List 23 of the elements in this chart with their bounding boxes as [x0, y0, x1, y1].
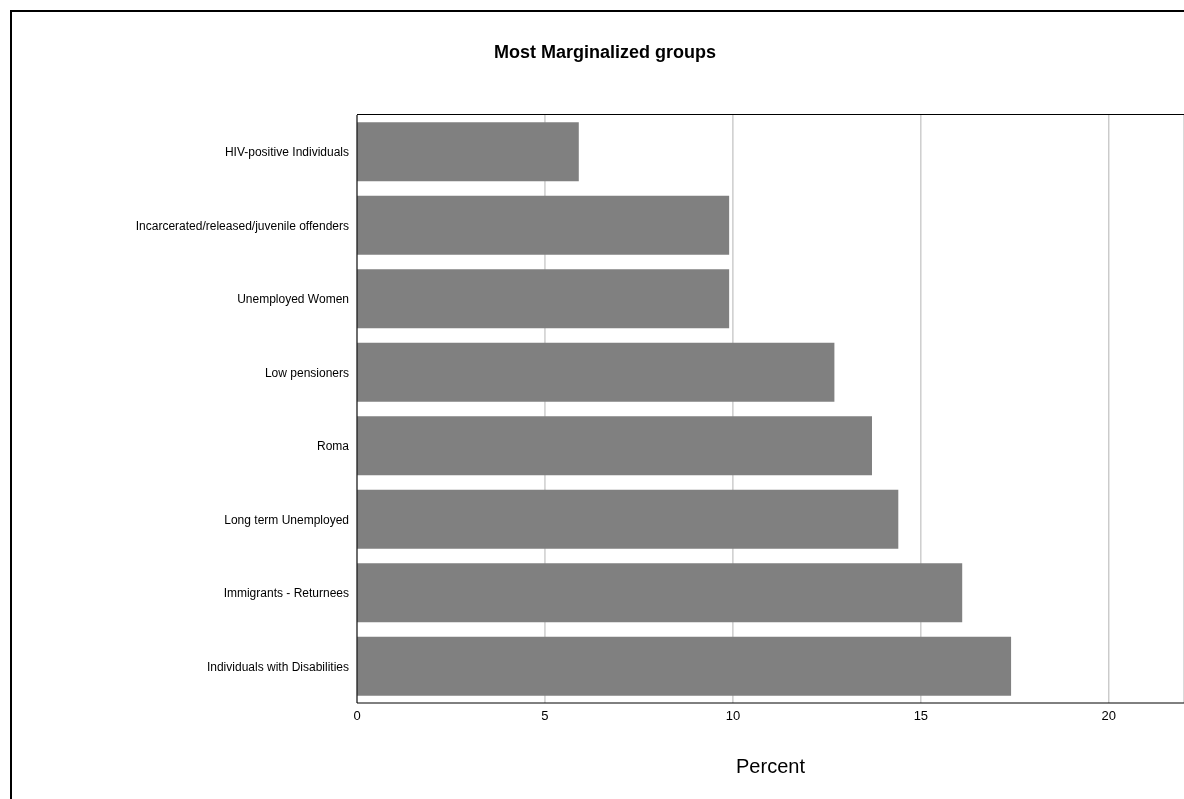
x-axis-title: Percent	[736, 755, 806, 777]
bar	[357, 563, 963, 623]
bar	[357, 269, 730, 329]
y-tick-label: Immigrants - Returnees	[223, 586, 349, 601]
y-tick-label: Incarcerated/released/juvenile offenders	[135, 218, 349, 233]
y-tick-label: Long term Unemployed	[224, 512, 349, 527]
bar	[357, 122, 579, 182]
bar	[357, 489, 899, 549]
y-tick-label: Unemployed Women	[237, 292, 349, 307]
bar	[357, 342, 835, 402]
y-tick-label: Individuals with Disabilities	[206, 659, 349, 674]
chart-title: Most Marginalized groups	[493, 42, 717, 63]
bar	[357, 636, 1012, 696]
x-tick-label: 0	[353, 708, 361, 724]
y-tick-label: HIV-positive Individuals	[224, 145, 349, 160]
x-tick-label: 10	[725, 708, 741, 724]
x-tick-label: 15	[913, 708, 929, 724]
x-tick-label: 20	[1101, 708, 1117, 724]
bar	[357, 195, 730, 255]
x-tick-label: 5	[541, 708, 549, 724]
y-tick-label: Low pensioners	[264, 365, 349, 380]
bar	[357, 416, 872, 476]
y-tick-label: Roma	[316, 439, 350, 454]
